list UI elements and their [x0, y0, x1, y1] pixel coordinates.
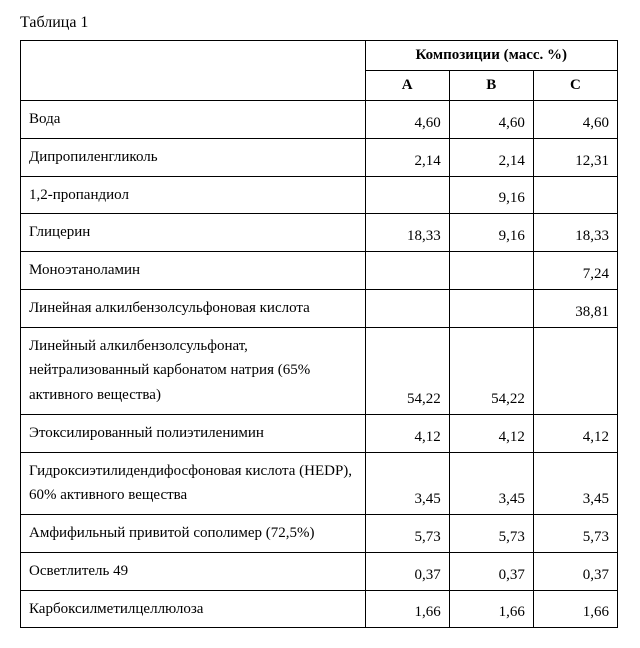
table-row: Моноэтаноламин 7,24 [21, 252, 618, 290]
table-row: Линейная алкилбензолсульфоновая кислота 3… [21, 289, 618, 327]
cell-c: 0,37 [533, 552, 617, 590]
cell-c: 4,12 [533, 414, 617, 452]
cell-a: 2,14 [365, 138, 449, 176]
cell-a: 18,33 [365, 214, 449, 252]
table-row: 1,2-пропандиол 9,16 [21, 176, 618, 214]
cell-c: 18,33 [533, 214, 617, 252]
row-label: 1,2-пропандиол [21, 176, 366, 214]
header-group: Композиции (масс. %) [365, 41, 617, 71]
table-row: Дипропиленгликоль2,142,1412,31 [21, 138, 618, 176]
row-label: Линейный алкилбензолсульфонат, нейтрализ… [21, 327, 366, 414]
cell-b: 1,66 [449, 590, 533, 628]
table-row: Гидроксиэтилидендифосфоновая кислота (HE… [21, 452, 618, 515]
cell-b: 3,45 [449, 452, 533, 515]
cell-a: 4,60 [365, 101, 449, 139]
table-row: Глицерин18,339,1618,33 [21, 214, 618, 252]
row-label: Осветлитель 49 [21, 552, 366, 590]
table-row: Карбоксилметилцеллюлоза1,661,661,66 [21, 590, 618, 628]
cell-b: 9,16 [449, 176, 533, 214]
row-label: Дипропиленгликоль [21, 138, 366, 176]
header-empty [21, 41, 366, 101]
cell-c: 4,60 [533, 101, 617, 139]
cell-b: 4,12 [449, 414, 533, 452]
table-body: Вода4,604,604,60Дипропиленгликоль2,142,1… [21, 101, 618, 628]
cell-b [449, 289, 533, 327]
row-label: Амфифильный привитой сополимер (72,5%) [21, 515, 366, 553]
row-label: Этоксилированный полиэтиленимин [21, 414, 366, 452]
table-row: Этоксилированный полиэтиленимин4,124,124… [21, 414, 618, 452]
cell-c: 7,24 [533, 252, 617, 290]
row-label: Линейная алкилбензолсульфоновая кислота [21, 289, 366, 327]
cell-b: 5,73 [449, 515, 533, 553]
cell-a [365, 289, 449, 327]
cell-b [449, 252, 533, 290]
cell-c: 38,81 [533, 289, 617, 327]
table-row: Линейный алкилбензолсульфонат, нейтрализ… [21, 327, 618, 414]
cell-b: 4,60 [449, 101, 533, 139]
cell-c [533, 176, 617, 214]
cell-a: 54,22 [365, 327, 449, 414]
table-caption: Таблица 1 [20, 14, 620, 32]
row-label: Моноэтаноламин [21, 252, 366, 290]
cell-c [533, 327, 617, 414]
cell-a: 4,12 [365, 414, 449, 452]
cell-a: 1,66 [365, 590, 449, 628]
cell-b: 54,22 [449, 327, 533, 414]
cell-a: 0,37 [365, 552, 449, 590]
table-header: Композиции (масс. %) А В С [21, 41, 618, 101]
cell-b: 2,14 [449, 138, 533, 176]
header-col-a: А [365, 71, 449, 101]
row-label: Карбоксилметилцеллюлоза [21, 590, 366, 628]
table-row: Амфифильный привитой сополимер (72,5%)5,… [21, 515, 618, 553]
header-col-b: В [449, 71, 533, 101]
row-label: Глицерин [21, 214, 366, 252]
cell-b: 9,16 [449, 214, 533, 252]
cell-c: 5,73 [533, 515, 617, 553]
cell-a: 5,73 [365, 515, 449, 553]
cell-a: 3,45 [365, 452, 449, 515]
table-row: Осветлитель 490,370,370,37 [21, 552, 618, 590]
table-row: Вода4,604,604,60 [21, 101, 618, 139]
cell-c: 12,31 [533, 138, 617, 176]
composition-table: Композиции (масс. %) А В С Вода4,604,604… [20, 40, 618, 628]
cell-a [365, 176, 449, 214]
cell-c: 1,66 [533, 590, 617, 628]
cell-b: 0,37 [449, 552, 533, 590]
row-label: Вода [21, 101, 366, 139]
row-label: Гидроксиэтилидендифосфоновая кислота (HE… [21, 452, 366, 515]
cell-c: 3,45 [533, 452, 617, 515]
header-col-c: С [533, 71, 617, 101]
cell-a [365, 252, 449, 290]
